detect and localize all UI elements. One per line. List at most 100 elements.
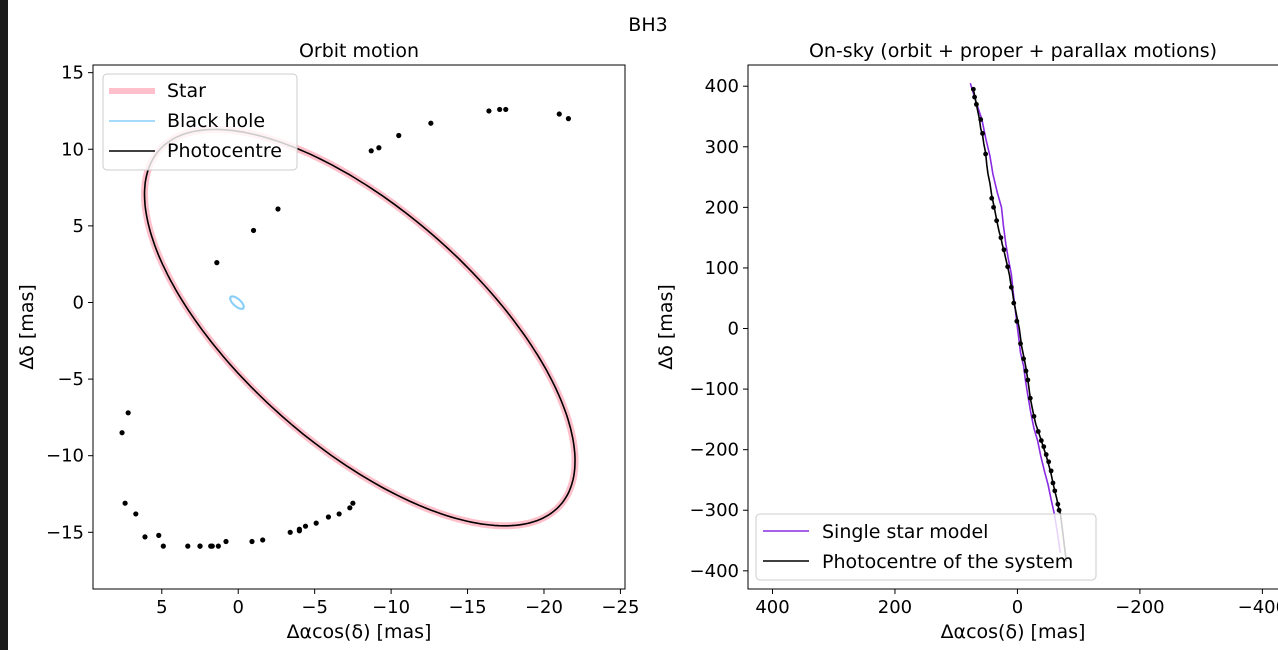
black-hole-orbit-line bbox=[228, 295, 245, 310]
orbit-y-tick-label: −5 bbox=[57, 369, 84, 390]
orbit-y-tick-label: 0 bbox=[73, 292, 84, 313]
photocentre-epoch-point bbox=[376, 145, 382, 151]
photocentre-epoch-point bbox=[302, 523, 309, 529]
orbit-x-tick-label: −20 bbox=[525, 597, 563, 618]
photocentre-epoch-point bbox=[565, 116, 572, 122]
photocentre-system-point bbox=[991, 204, 996, 210]
on-sky-y-tick-label: −200 bbox=[690, 440, 739, 461]
on-sky-y-tick-label: 400 bbox=[705, 76, 739, 97]
photocentre-system-point bbox=[1027, 395, 1033, 401]
photocentre-epoch-point bbox=[296, 528, 302, 534]
legend-black-hole-label: Black hole bbox=[167, 110, 265, 132]
orbit-x-tick-label: 5 bbox=[156, 597, 167, 618]
photocentre-system-point bbox=[1055, 501, 1061, 507]
photocentre-system-point bbox=[1056, 507, 1062, 513]
on-sky-axes-frame bbox=[747, 64, 1278, 590]
orbit-x-tick-label: −25 bbox=[601, 597, 639, 618]
photocentre-epoch-point bbox=[503, 106, 509, 113]
orbit-y-axis-label: Δδ [mas] bbox=[16, 284, 38, 370]
orbit-chart: Orbit motion 5 0 −5 −10 −15 −20 −25 15 10 5 0 −5 −10… bbox=[16, 40, 639, 643]
photocentre-system-point bbox=[972, 94, 977, 100]
orbit-plot-area bbox=[119, 106, 579, 549]
orbit-legend: Star Black hole Photocentre bbox=[102, 73, 298, 171]
photocentre-epoch-point bbox=[368, 148, 374, 154]
photocentre-epoch-point bbox=[122, 500, 128, 506]
on-sky-x-tick-label: 0 bbox=[1012, 597, 1023, 618]
orbit-x-tick-label: −10 bbox=[372, 597, 410, 618]
photocentre-epoch-point bbox=[250, 227, 257, 234]
photocentre-epoch-point bbox=[347, 505, 353, 511]
photocentre-system-point bbox=[1038, 438, 1044, 443]
on-sky-y-tick-label: 0 bbox=[728, 319, 739, 340]
photocentre-epoch-point bbox=[275, 206, 281, 212]
photocentre-system-point bbox=[1023, 368, 1029, 374]
photocentre-epoch-point bbox=[336, 511, 342, 517]
photocentre-epoch-point bbox=[142, 534, 148, 540]
photocentre-system-point bbox=[983, 151, 988, 157]
photocentre-system-point bbox=[1001, 247, 1007, 253]
orbit-y-tick-label: 5 bbox=[73, 216, 84, 237]
on-sky-x-tick-label: 200 bbox=[878, 597, 912, 618]
orbit-y-tick-label: 10 bbox=[61, 139, 84, 160]
photocentre-epoch-point bbox=[486, 108, 492, 114]
on-sky-x-tick-label: −400 bbox=[1238, 597, 1278, 618]
on-sky-x-axis-label: Δαcos(δ) [mas] bbox=[941, 621, 1086, 643]
photocentre-system-point bbox=[998, 235, 1004, 241]
photocentre-epoch-point bbox=[119, 430, 125, 436]
on-sky-chart-title: On-sky (orbit + proper + parallax motion… bbox=[809, 40, 1217, 62]
legend-photocentre-label: Photocentre bbox=[167, 140, 282, 162]
orbit-x-tick-label: −15 bbox=[449, 597, 487, 618]
photocentre-epoch-point bbox=[223, 538, 229, 545]
single-star-model-line bbox=[969, 82, 1062, 553]
photocentre-epoch-point bbox=[428, 120, 434, 126]
orbit-axes-frame bbox=[92, 64, 626, 590]
orbit-chart-title: Orbit motion bbox=[299, 40, 419, 62]
photocentre-system-point bbox=[1008, 284, 1014, 290]
photocentre-system-point bbox=[1005, 264, 1011, 270]
photocentre-system-point bbox=[1048, 468, 1054, 474]
orbit-axes-ticks: 5 0 −5 −10 −15 −20 −25 15 10 5 0 −5 −10 −15 bbox=[46, 63, 639, 618]
photocentre-system-point bbox=[994, 218, 1000, 224]
photocentre-epoch-point bbox=[185, 543, 191, 549]
photocentre-epoch-point bbox=[497, 106, 503, 113]
photocentre-system-point bbox=[1031, 413, 1037, 419]
photocentre-epoch-point bbox=[125, 410, 131, 416]
photocentre-epoch-point bbox=[260, 537, 266, 543]
photocentre-epoch-point bbox=[160, 543, 166, 549]
on-sky-legend-box bbox=[755, 513, 1097, 581]
on-sky-y-tick-label: 200 bbox=[705, 197, 739, 218]
photocentre-system-point bbox=[1035, 429, 1041, 434]
photocentre-epoch-point bbox=[214, 260, 220, 266]
photocentre-epoch-point bbox=[133, 511, 139, 517]
photocentre-system-point bbox=[980, 131, 985, 136]
photocentre-system-point bbox=[1046, 459, 1052, 465]
photocentre-epoch-point bbox=[197, 543, 203, 549]
photocentre-system-point bbox=[1021, 356, 1026, 362]
on-sky-y-tick-label: 300 bbox=[705, 137, 739, 158]
photocentre-system-point bbox=[974, 101, 979, 107]
photocentre-system-point bbox=[1011, 300, 1017, 306]
on-sky-axes-ticks: 400 200 0 −200 −400 400 300 200 100 0 −100 −200 −300… bbox=[690, 76, 1278, 618]
on-sky-legend: Single star model Photocentre of the sys… bbox=[755, 513, 1097, 581]
legend-star-label: Star bbox=[167, 80, 206, 102]
orbit-x-tick-label: −5 bbox=[301, 597, 328, 618]
on-sky-y-tick-label: 100 bbox=[705, 258, 739, 279]
photocentre-system-point bbox=[1050, 480, 1056, 486]
photocentre-system-point bbox=[1041, 444, 1047, 450]
on-sky-y-tick-label: −400 bbox=[690, 561, 739, 582]
photocentre-epoch-point bbox=[156, 532, 162, 538]
figure-suptitle: BH3 bbox=[628, 14, 667, 36]
photocentre-epoch-point bbox=[313, 520, 319, 526]
window-left-edge bbox=[0, 0, 8, 650]
on-sky-y-tick-label: −100 bbox=[690, 379, 739, 400]
photocentre-system-point bbox=[970, 86, 976, 92]
photocentre-orbit-line bbox=[143, 128, 576, 527]
orbit-y-tick-label: −15 bbox=[46, 522, 84, 543]
photocentre-epoch-point bbox=[215, 543, 221, 549]
photocentre-epoch-point bbox=[350, 500, 356, 506]
orbit-legend-box bbox=[102, 73, 298, 171]
photocentre-system-point bbox=[1014, 318, 1020, 324]
photocentre-system-point bbox=[1018, 341, 1023, 347]
orbit-x-tick-label: 0 bbox=[233, 597, 244, 618]
